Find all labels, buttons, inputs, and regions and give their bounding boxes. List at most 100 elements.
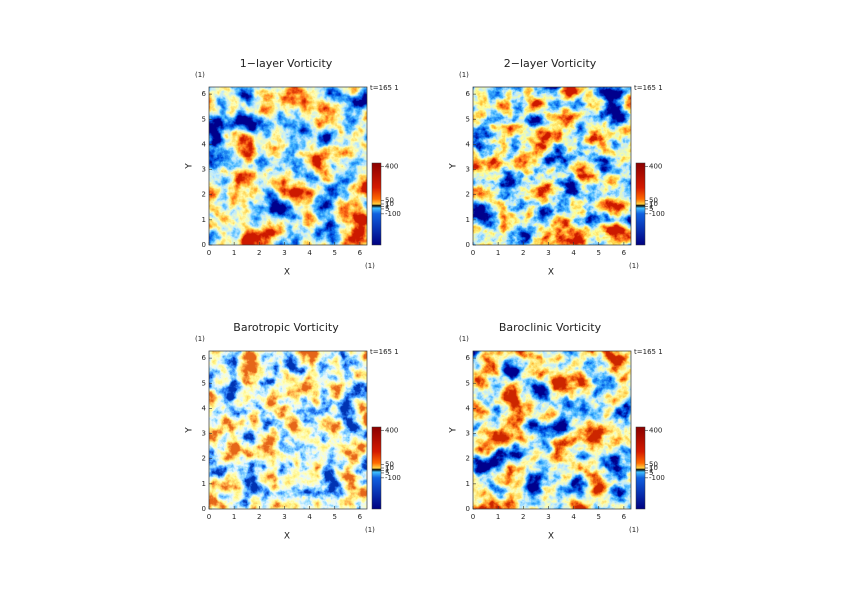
colorbar-label: -100 xyxy=(649,474,665,482)
y-tick-label: 5 xyxy=(466,379,470,387)
y-tick-label: 2 xyxy=(466,191,470,199)
y-tick-label: 5 xyxy=(202,379,206,387)
x-tick-label: 5 xyxy=(597,513,601,521)
y-unit: (1) xyxy=(195,71,205,79)
x-tick-label: 2 xyxy=(257,249,261,257)
y-axis-label: Y xyxy=(449,427,459,434)
x-tick-label: 4 xyxy=(571,513,576,521)
colorbar-label: 400 xyxy=(649,426,662,434)
y-tick-label: 2 xyxy=(202,191,206,199)
time-label: t=165 1 xyxy=(634,348,663,356)
x-unit: (1) xyxy=(365,262,375,270)
y-tick-label: 1 xyxy=(202,480,206,488)
vorticity-field xyxy=(473,87,631,245)
x-tick-label: 3 xyxy=(282,249,286,257)
vorticity-field xyxy=(209,87,367,245)
y-tick-label: 4 xyxy=(466,404,471,412)
x-tick-label: 5 xyxy=(333,249,337,257)
panel-title: Barotropic Vorticity xyxy=(233,321,339,334)
x-axis-label: X xyxy=(284,268,290,278)
colorbar-label: 5 xyxy=(649,469,653,477)
x-axis-label: X xyxy=(284,532,290,542)
x-tick-label: 1 xyxy=(232,249,236,257)
colorbar-label: 50 xyxy=(649,461,658,469)
vorticity-field xyxy=(209,351,367,509)
x-tick-label: 1 xyxy=(496,513,500,521)
x-tick-label: 3 xyxy=(546,513,550,521)
x-tick-label: 0 xyxy=(471,249,475,257)
x-tick-label: 2 xyxy=(521,249,525,257)
x-tick-label: 1 xyxy=(496,249,500,257)
x-tick-label: 6 xyxy=(622,249,627,257)
x-unit: (1) xyxy=(365,526,375,534)
colorbar xyxy=(371,162,382,246)
x-tick-label: 4 xyxy=(307,513,312,521)
x-tick-label: 0 xyxy=(207,249,211,257)
colorbar-label: 50 xyxy=(385,197,394,205)
panel-title: 2−layer Vorticity xyxy=(504,57,597,70)
time-label: t=165 1 xyxy=(370,84,399,92)
y-tick-label: 0 xyxy=(466,241,470,249)
x-axis-label: X xyxy=(548,268,554,278)
time-label: t=165 1 xyxy=(634,84,663,92)
y-tick-label: 5 xyxy=(466,115,470,123)
colorbar-label: 10 xyxy=(385,464,394,472)
colorbar-label: 1 xyxy=(649,466,653,474)
colorbar-label: 50 xyxy=(649,197,658,205)
colorbar-label: 10 xyxy=(649,200,658,208)
y-tick-label: 0 xyxy=(202,241,206,249)
x-tick-label: 5 xyxy=(597,249,601,257)
y-axis-label: Y xyxy=(185,163,195,170)
vorticity-field xyxy=(473,351,631,509)
panel: Barotropic Vorticity t=165 1 (1) (1) X Y 0 1 2 3 4… xyxy=(185,321,401,542)
y-tick-label: 2 xyxy=(202,455,206,463)
y-tick-label: 4 xyxy=(466,140,471,148)
panel: 2−layer Vorticity t=165 1 (1) (1) X Y 0 1 2 3 4 5 6 0… xyxy=(449,57,665,278)
y-axis-label: Y xyxy=(185,427,195,434)
y-unit: (1) xyxy=(195,335,205,343)
colorbar-label: 10 xyxy=(385,200,394,208)
colorbar-label: 400 xyxy=(385,162,398,170)
colorbar-label: 5 xyxy=(385,469,389,477)
y-tick-label: 3 xyxy=(466,430,470,438)
colorbar-label: 50 xyxy=(385,461,394,469)
colorbar-label: -100 xyxy=(385,210,401,218)
x-tick-label: 0 xyxy=(471,513,475,521)
colorbar-label: -100 xyxy=(385,474,401,482)
colorbar xyxy=(635,426,646,510)
y-tick-label: 5 xyxy=(202,115,206,123)
y-tick-label: 6 xyxy=(466,354,471,362)
colorbar-label: 400 xyxy=(649,162,662,170)
y-tick-label: 1 xyxy=(202,216,206,224)
colorbar-label: 10 xyxy=(649,464,658,472)
plot-frame xyxy=(208,350,368,510)
x-axis-label: X xyxy=(548,532,554,542)
plot-frame xyxy=(472,350,632,510)
plot-frame xyxy=(472,86,632,246)
x-tick-label: 4 xyxy=(571,249,576,257)
x-tick-label: 6 xyxy=(358,249,363,257)
y-unit: (1) xyxy=(459,71,469,79)
x-tick-label: 3 xyxy=(546,249,550,257)
x-tick-label: 0 xyxy=(207,513,211,521)
x-unit: (1) xyxy=(629,526,639,534)
x-unit: (1) xyxy=(629,262,639,270)
y-tick-label: 6 xyxy=(202,90,207,98)
panel: Baroclinic Vorticity t=165 1 (1) (1) X Y 0 1 2 3 4… xyxy=(449,321,665,542)
colorbar-label: 1 xyxy=(385,466,389,474)
y-tick-label: 6 xyxy=(202,354,207,362)
x-tick-label: 6 xyxy=(622,513,627,521)
colorbar-label: 400 xyxy=(385,426,398,434)
y-tick-label: 6 xyxy=(466,90,471,98)
x-tick-label: 1 xyxy=(232,513,236,521)
y-tick-label: 3 xyxy=(466,166,470,174)
y-tick-label: 0 xyxy=(466,505,470,513)
colorbar-label: 1 xyxy=(649,202,653,210)
x-tick-label: 6 xyxy=(358,513,363,521)
y-unit: (1) xyxy=(459,335,469,343)
y-tick-label: 3 xyxy=(202,430,206,438)
time-label: t=165 1 xyxy=(370,348,399,356)
colorbar xyxy=(371,426,382,510)
y-tick-label: 4 xyxy=(202,404,207,412)
